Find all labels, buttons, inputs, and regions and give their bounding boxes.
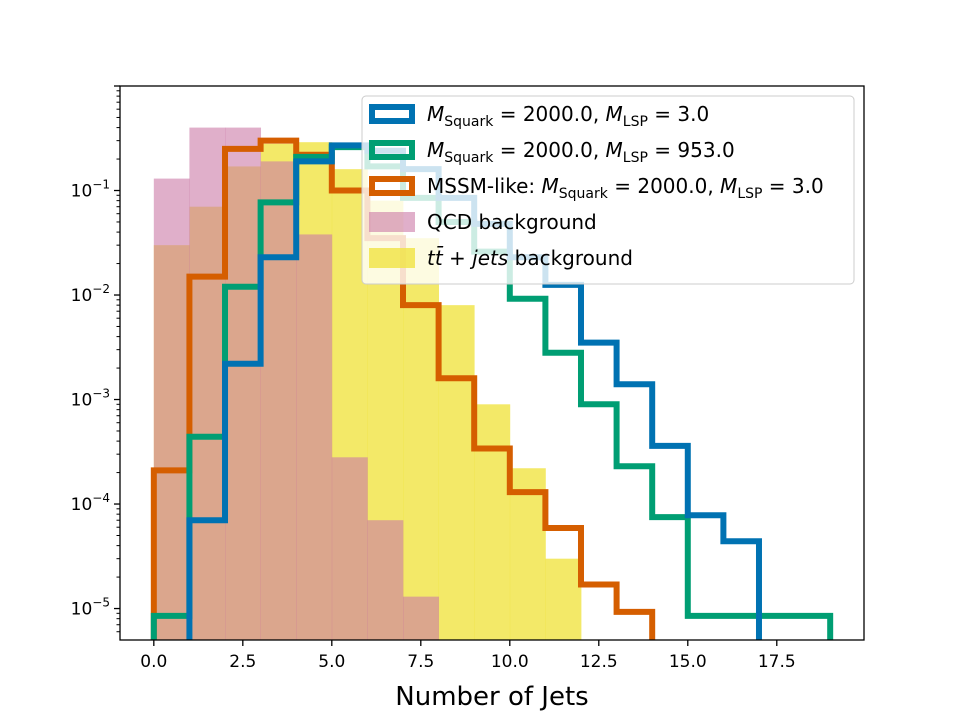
legend-label: MSquark = 2000.0, MLSP = 3.0 (427, 102, 709, 130)
ttbar-bar (438, 305, 475, 640)
y-tick-label: 10−4 (71, 491, 110, 515)
legend-swatch (369, 212, 415, 232)
qcd-bar (296, 234, 333, 641)
x-tick-label: 10.0 (491, 652, 529, 672)
qcd-bar (331, 457, 368, 640)
qcd-bar (403, 596, 440, 640)
qcd-bar (225, 127, 262, 641)
qcd-bar (189, 127, 226, 641)
plot-frame (119, 85, 865, 641)
legend-entry-ttbar: tt̄ + jets background (369, 245, 633, 270)
legend-label: MSSM-like: MSquark = 2000.0, MLSP = 3.0 (427, 174, 824, 202)
x-tick-label: 2.5 (229, 652, 256, 672)
legend-swatch (369, 248, 415, 268)
ttbar-bar (474, 404, 511, 640)
y-tick-label: 10−2 (71, 282, 110, 306)
ttbar-bar (509, 468, 546, 640)
qcd-bar (367, 520, 404, 640)
x-tick-label: 12.5 (580, 652, 618, 672)
y-tick-label: 10−5 (71, 596, 110, 620)
legend: MSquark = 2000.0, MLSP = 3.0 MSquark = 20… (361, 95, 855, 285)
y-tick-label: 10−3 (71, 387, 110, 411)
legend-entry-mssm: MSSM-like: MSquark = 2000.0, MLSP = 3.0 (369, 174, 824, 202)
x-tick-label: 17.5 (758, 652, 796, 672)
x-tick-label: 7.5 (407, 652, 434, 672)
x-tick-label: 5.0 (318, 652, 345, 672)
ttbar-bar (545, 558, 582, 640)
legend-label: QCD background (427, 210, 597, 234)
legend-box (361, 95, 855, 285)
x-tick-label: 0.0 (140, 652, 167, 672)
legend-entry-qcd: QCD background (369, 210, 597, 234)
legend-swatch (369, 140, 415, 160)
legend-entry-blue: MSquark = 2000.0, MLSP = 3.0 (369, 102, 709, 130)
x-tick-label: 15.0 (669, 652, 707, 672)
qcd-bar (260, 161, 297, 640)
legend-label: MSquark = 2000.0, MLSP = 953.0 (427, 138, 735, 166)
legend-swatch (369, 104, 415, 124)
series-qcd (153, 127, 440, 641)
y-tick-label: 10−1 (71, 178, 110, 202)
qcd-bar (153, 178, 190, 640)
x-axis-title: Number of Jets (395, 682, 588, 712)
legend-label: tt̄ + jets background (427, 245, 633, 270)
legend-entry-green: MSquark = 2000.0, MLSP = 953.0 (369, 138, 735, 166)
ttbar-bar (403, 238, 440, 640)
legend-swatch (369, 176, 415, 196)
